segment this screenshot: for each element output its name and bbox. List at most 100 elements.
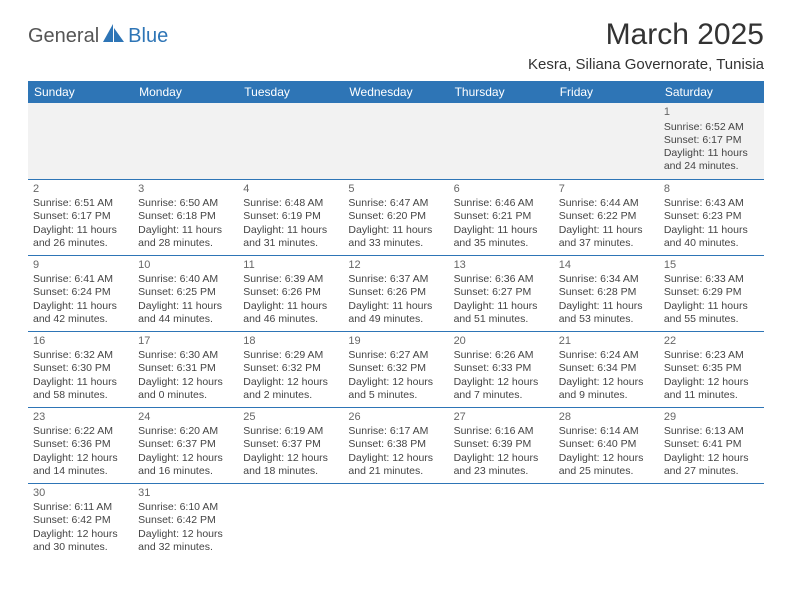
sunset-text: Sunset: 6:37 PM <box>243 438 338 451</box>
weekday-header: Thursday <box>449 81 554 103</box>
day-number: 23 <box>33 411 128 425</box>
daylight-text: Daylight: 12 hours and 2 minutes. <box>243 376 338 402</box>
sunset-text: Sunset: 6:38 PM <box>348 438 443 451</box>
sunrise-text: Sunrise: 6:27 AM <box>348 349 443 362</box>
calendar-cell <box>449 483 554 559</box>
day-number: 30 <box>33 487 128 501</box>
calendar-cell <box>133 103 238 179</box>
sunset-text: Sunset: 6:35 PM <box>664 362 759 375</box>
daylight-text: Daylight: 12 hours and 23 minutes. <box>454 452 549 478</box>
daylight-text: Daylight: 11 hours and 35 minutes. <box>454 224 549 250</box>
daylight-text: Daylight: 12 hours and 16 minutes. <box>138 452 233 478</box>
sunrise-text: Sunrise: 6:24 AM <box>559 349 654 362</box>
sunset-text: Sunset: 6:30 PM <box>33 362 128 375</box>
weekday-header: Friday <box>554 81 659 103</box>
daylight-text: Daylight: 11 hours and 49 minutes. <box>348 300 443 326</box>
daylight-text: Daylight: 11 hours and 51 minutes. <box>454 300 549 326</box>
daylight-text: Daylight: 11 hours and 37 minutes. <box>559 224 654 250</box>
calendar-cell: 27Sunrise: 6:16 AMSunset: 6:39 PMDayligh… <box>449 407 554 483</box>
sunrise-text: Sunrise: 6:44 AM <box>559 197 654 210</box>
logo-sail-icon <box>103 24 125 49</box>
sunrise-text: Sunrise: 6:39 AM <box>243 273 338 286</box>
day-number: 28 <box>559 411 654 425</box>
logo-text-blue: Blue <box>128 25 168 48</box>
sunset-text: Sunset: 6:26 PM <box>348 286 443 299</box>
calendar-row: 23Sunrise: 6:22 AMSunset: 6:36 PMDayligh… <box>28 407 764 483</box>
calendar-cell: 26Sunrise: 6:17 AMSunset: 6:38 PMDayligh… <box>343 407 448 483</box>
sunset-text: Sunset: 6:24 PM <box>33 286 128 299</box>
sunrise-text: Sunrise: 6:41 AM <box>33 273 128 286</box>
calendar-cell: 11Sunrise: 6:39 AMSunset: 6:26 PMDayligh… <box>238 255 343 331</box>
calendar-cell <box>554 483 659 559</box>
calendar-cell: 7Sunrise: 6:44 AMSunset: 6:22 PMDaylight… <box>554 179 659 255</box>
day-number: 12 <box>348 259 443 273</box>
day-number: 20 <box>454 335 549 349</box>
sunrise-text: Sunrise: 6:10 AM <box>138 501 233 514</box>
sunrise-text: Sunrise: 6:26 AM <box>454 349 549 362</box>
calendar-cell <box>238 103 343 179</box>
title-block: March 2025 Kesra, Siliana Governorate, T… <box>528 18 764 73</box>
day-number: 9 <box>33 259 128 273</box>
daylight-text: Daylight: 12 hours and 0 minutes. <box>138 376 233 402</box>
calendar-row: 9Sunrise: 6:41 AMSunset: 6:24 PM Daylight… <box>28 255 764 331</box>
day-number: 6 <box>454 183 549 197</box>
calendar-cell: 1Sunrise: 6:52 AMSunset: 6:17 PMDaylight… <box>659 103 764 179</box>
calendar-cell: 13Sunrise: 6:36 AMSunset: 6:27 PMDayligh… <box>449 255 554 331</box>
weekday-header-row: Sunday Monday Tuesday Wednesday Thursday… <box>28 81 764 103</box>
calendar-cell: 29Sunrise: 6:13 AMSunset: 6:41 PMDayligh… <box>659 407 764 483</box>
sunrise-text: Sunrise: 6:16 AM <box>454 425 549 438</box>
calendar-cell <box>343 103 448 179</box>
sunset-text: Sunset: 6:20 PM <box>348 210 443 223</box>
sunset-text: Sunset: 6:32 PM <box>243 362 338 375</box>
sunrise-text: Sunrise: 6:33 AM <box>664 273 759 286</box>
calendar-cell: 17Sunrise: 6:30 AMSunset: 6:31 PMDayligh… <box>133 331 238 407</box>
day-number: 8 <box>664 183 759 197</box>
header: General Blue March 2025 Kesra, Siliana G… <box>28 18 764 73</box>
daylight-text: Daylight: 12 hours and 5 minutes. <box>348 376 443 402</box>
calendar-cell <box>554 103 659 179</box>
location-text: Kesra, Siliana Governorate, Tunisia <box>528 56 764 73</box>
daylight-text: Daylight: 11 hours and 33 minutes. <box>348 224 443 250</box>
sunrise-text: Sunrise: 6:29 AM <box>243 349 338 362</box>
calendar-cell: 9Sunrise: 6:41 AMSunset: 6:24 PMDaylight… <box>28 255 133 331</box>
sunrise-text: Sunrise: 6:46 AM <box>454 197 549 210</box>
sunset-text: Sunset: 6:31 PM <box>138 362 233 375</box>
daylight-text: Daylight: 11 hours and 24 minutes. <box>664 147 759 173</box>
day-number: 14 <box>559 259 654 273</box>
sunrise-text: Sunrise: 6:47 AM <box>348 197 443 210</box>
daylight-text: Daylight: 11 hours and 58 minutes. <box>33 376 128 402</box>
calendar-cell: 2Sunrise: 6:51 AMSunset: 6:17 PMDaylight… <box>28 179 133 255</box>
calendar-cell: 4Sunrise: 6:48 AMSunset: 6:19 PMDaylight… <box>238 179 343 255</box>
day-number: 29 <box>664 411 759 425</box>
sunset-text: Sunset: 6:25 PM <box>138 286 233 299</box>
calendar-cell: 3Sunrise: 6:50 AMSunset: 6:18 PMDaylight… <box>133 179 238 255</box>
calendar-cell: 28Sunrise: 6:14 AMSunset: 6:40 PMDayligh… <box>554 407 659 483</box>
calendar-cell <box>343 483 448 559</box>
calendar-cell: 25Sunrise: 6:19 AMSunset: 6:37 PMDayligh… <box>238 407 343 483</box>
calendar-cell: 6Sunrise: 6:46 AMSunset: 6:21 PMDaylight… <box>449 179 554 255</box>
sunrise-text: Sunrise: 6:20 AM <box>138 425 233 438</box>
sunrise-text: Sunrise: 6:22 AM <box>33 425 128 438</box>
day-number: 24 <box>138 411 233 425</box>
day-number: 19 <box>348 335 443 349</box>
sunrise-text: Sunrise: 6:13 AM <box>664 425 759 438</box>
daylight-text: Daylight: 12 hours and 30 minutes. <box>33 528 128 554</box>
daylight-text: Daylight: 12 hours and 7 minutes. <box>454 376 549 402</box>
sunrise-text: Sunrise: 6:40 AM <box>138 273 233 286</box>
weekday-header: Monday <box>133 81 238 103</box>
daylight-text: Daylight: 11 hours and 44 minutes. <box>138 300 233 326</box>
day-number: 13 <box>454 259 549 273</box>
calendar-cell: 15Sunrise: 6:33 AMSunset: 6:29 PMDayligh… <box>659 255 764 331</box>
daylight-text: Daylight: 12 hours and 21 minutes. <box>348 452 443 478</box>
calendar-cell <box>449 103 554 179</box>
sunset-text: Sunset: 6:19 PM <box>243 210 338 223</box>
calendar-cell <box>28 103 133 179</box>
day-number: 26 <box>348 411 443 425</box>
logo-text-general: General <box>28 25 99 48</box>
daylight-text: Daylight: 12 hours and 32 minutes. <box>138 528 233 554</box>
calendar-cell <box>238 483 343 559</box>
sunrise-text: Sunrise: 6:30 AM <box>138 349 233 362</box>
calendar-cell: 14Sunrise: 6:34 AMSunset: 6:28 PMDayligh… <box>554 255 659 331</box>
calendar-row: 30Sunrise: 6:11 AMSunset: 6:42 PMDayligh… <box>28 483 764 559</box>
sunset-text: Sunset: 6:18 PM <box>138 210 233 223</box>
